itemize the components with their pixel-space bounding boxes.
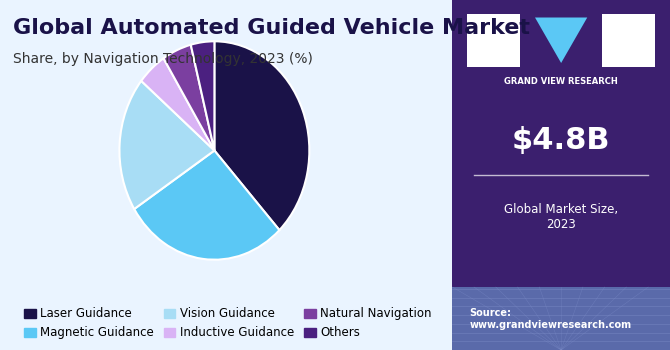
FancyBboxPatch shape (452, 287, 670, 350)
Wedge shape (163, 45, 214, 150)
Legend: Laser Guidance, Magnetic Guidance, Vision Guidance, Inductive Guidance, Natural : Laser Guidance, Magnetic Guidance, Visio… (19, 303, 437, 344)
FancyBboxPatch shape (452, 0, 670, 350)
Text: Source:
www.grandviewresearch.com: Source: www.grandviewresearch.com (470, 308, 632, 330)
Text: Share, by Navigation Technology, 2023 (%): Share, by Navigation Technology, 2023 (%… (13, 52, 314, 66)
Text: Global Automated Guided Vehicle Market: Global Automated Guided Vehicle Market (13, 18, 531, 37)
FancyBboxPatch shape (468, 14, 520, 66)
Text: Global Market Size,
2023: Global Market Size, 2023 (504, 203, 618, 231)
Text: $4.8B: $4.8B (512, 126, 610, 154)
Text: GRAND VIEW RESEARCH: GRAND VIEW RESEARCH (505, 77, 618, 86)
Wedge shape (119, 81, 214, 209)
Polygon shape (535, 18, 587, 63)
Wedge shape (214, 41, 310, 230)
Wedge shape (134, 150, 279, 260)
FancyBboxPatch shape (602, 14, 655, 66)
Wedge shape (191, 41, 214, 150)
Wedge shape (141, 58, 214, 150)
